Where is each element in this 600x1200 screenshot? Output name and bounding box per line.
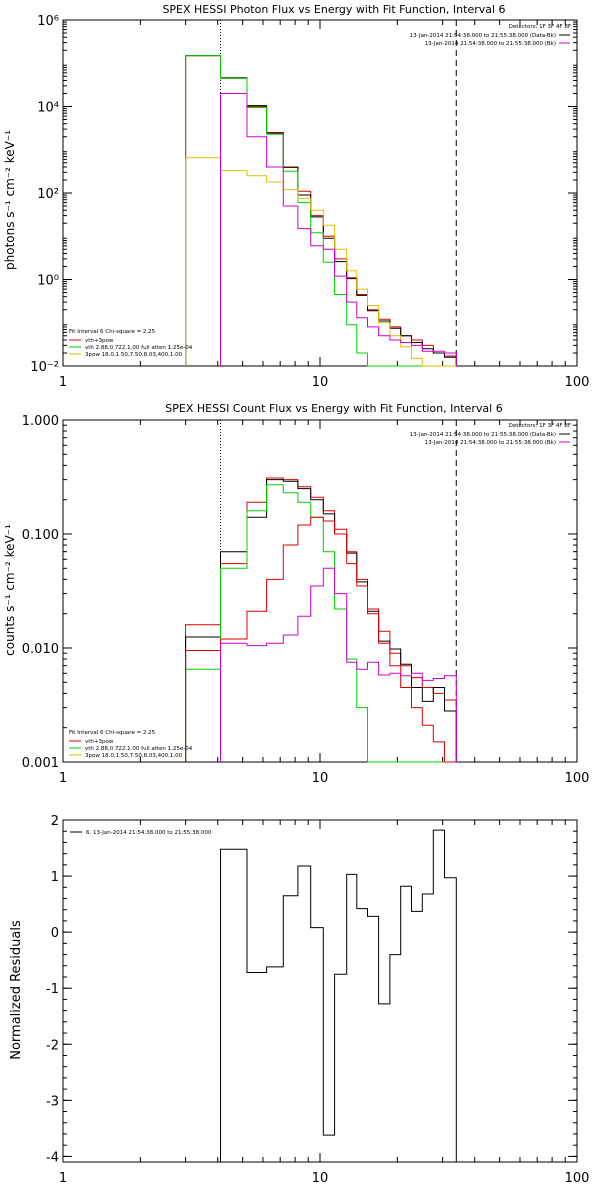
legend-header: Fit Interval 6 Chi-square = 2.25 [69,730,156,736]
y-tick-label: -1 [46,982,59,997]
x-tick-label: 10 [312,375,329,390]
photon-flux-ylabel: photons s⁻¹ cm⁻² keV⁻¹ [3,130,17,270]
count-flux-panel: SPEX HESSI Count Flux vs Energy with Fit… [3,402,589,786]
x-tick-label: 10 [312,1171,329,1186]
photon-flux-plot-area: 1 10 100 10⁻² 10⁰ 10² 10⁴ 10⁶ [30,14,589,390]
y-tick-label: 0.010 [22,642,59,657]
y-tick-label: 0 [51,926,59,941]
legend-label-3pow: 3pow 18.0,1.50,7.50,8.03,400,1.00 [85,352,183,358]
photon-flux-title: SPEX HESSI Photon Flux vs Energy with Fi… [162,3,505,16]
y-tick-label: 10² [37,187,59,202]
series-line-vth-3pow [185,55,457,366]
x-minor-ticks [139,420,566,762]
x-tick-label: 1 [59,375,67,390]
y-tick-label: 10⁰ [37,274,59,289]
y-tick-label: 1.000 [22,414,59,429]
y-tick-label: 0.100 [22,528,59,543]
series-line-vth-3pow [185,477,457,762]
series-line-6-13-jan-2014-21-54-38-000-to-21-55-38-000 [220,829,457,1162]
x-tick-label: 100 [565,771,590,786]
y-tick-label: 1 [51,870,59,885]
legend-label-bk: 13-Jan-2014 21:54:38.000 to 21:55:38.000… [425,440,556,446]
plot-frame [62,19,578,367]
y-tick-label: -3 [46,1094,59,1109]
photon-flux-panel: SPEX HESSI Photon Flux vs Energy with Fi… [3,3,589,390]
residuals-legend: 6. 13-Jan-2014 21:54:38.000 to 21:55:38.… [70,830,212,836]
y-tick-label: 10⁶ [37,14,59,29]
x-minor-ticks [139,20,566,366]
series-line-3pow [185,157,457,367]
count-flux-legend-top-right: Detectors: 1F 3F 4F 8F 13-Jan-2014 21:54… [410,423,571,446]
legend-label-vth: vth 2.88,0.722,1.00 full atten 1.25e-04 [85,746,193,752]
series-line-data-bk [185,479,457,762]
plot-frame [62,819,578,1163]
photon-flux-legend-bottom-left: Fit Interval 6 Chi-square = 2.25 vth+3po… [69,329,193,358]
legend-header: Detectors: 1F 3F 4F 8F [509,423,571,429]
x-tick-label: 10 [312,771,329,786]
y-tick-label: -4 [46,1150,59,1165]
residuals-panel: 1 10 100 -4 -3 -2 -1 0 1 2 Normalized Residuals 6… [9,814,589,1186]
plot-frame [62,419,578,763]
legend-label-bk: 13-Jan-2014 21:54:38.000 to 21:55:38.000… [425,41,556,47]
y-tick-label: -2 [46,1038,59,1053]
count-flux-legend-bottom-left: Fit Interval 6 Chi-square = 2.25 vth+3po… [69,730,193,759]
y-tick-label: 10⁻² [30,360,59,375]
legend-label-residuals: 6. 13-Jan-2014 21:54:38.000 to 21:55:38.… [86,830,212,836]
series-line-bk [220,93,457,366]
legend-header: Detectors: 1F 3F 4F 8F [509,24,571,30]
series-line-3pow [185,516,457,763]
y-tick-label: 2 [51,814,59,829]
x-tick-label: 100 [565,375,590,390]
series-line-vth [185,484,457,763]
legend-label-data-bk: 13-Jan-2014 21:54:38.000 to 21:55:38.000… [410,33,556,39]
legend-header: Fit Interval 6 Chi-square = 2.25 [69,329,156,335]
residuals-plot-area: 1 10 100 -4 -3 -2 -1 0 1 2 [46,814,589,1186]
legend-label-data-bk: 13-Jan-2014 21:54:38.000 to 21:55:38.000… [410,432,556,438]
residuals-ylabel: Normalized Residuals [9,920,24,1060]
count-flux-ylabel: counts s⁻¹ cm⁻² keV⁻¹ [3,524,17,656]
legend-label-vth-3pow: vth+3pow [85,739,114,745]
photon-flux-legend-top-right: Detectors: 1F 3F 4F 8F 13-Jan-2014 21:54… [410,24,571,47]
series-line-data-bk [185,55,457,366]
x-tick-label: 1 [59,1171,67,1186]
x-tick-label: 1 [59,771,67,786]
legend-label-vth: vth 2.88,0.722,1.00 full atten 1.25e-04 [85,345,193,351]
count-flux-title: SPEX HESSI Count Flux vs Energy with Fit… [165,402,502,415]
series-line-bk [220,567,457,762]
x-minor-ticks [139,820,566,1162]
series-line-vth [185,55,457,367]
y-tick-label: 0.001 [22,756,59,771]
y-tick-label: 10⁴ [37,101,59,116]
legend-label-vth-3pow: vth+3pow [85,338,114,344]
legend-label-3pow: 3pow 18.0,1.50,7.50,8.03,400,1.00 [85,753,183,759]
count-flux-plot-area: 1 10 100 0.001 0.010 0.100 1.000 [22,414,590,786]
x-tick-label: 100 [565,1171,590,1186]
